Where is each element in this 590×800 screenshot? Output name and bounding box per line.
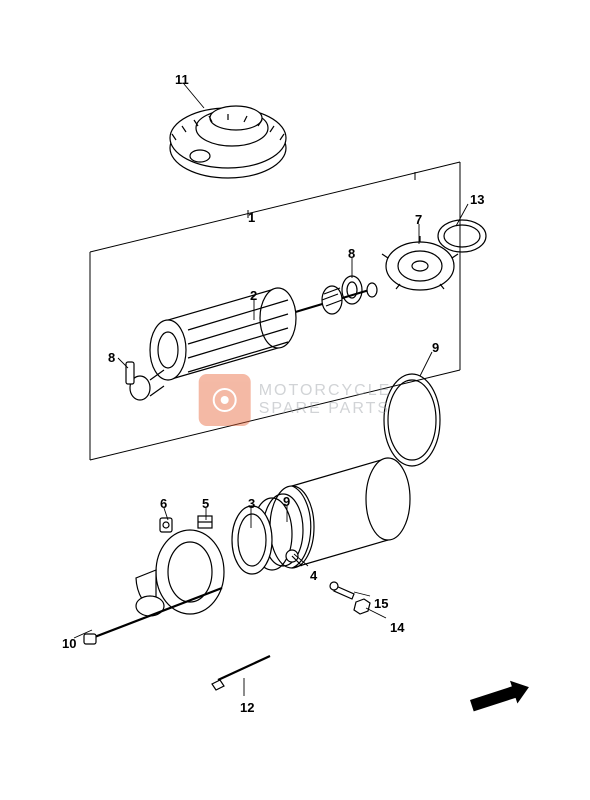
part-7 xyxy=(382,236,458,290)
callout-14: 14 xyxy=(390,620,404,635)
callout-10: 10 xyxy=(62,636,76,651)
callout-13: 13 xyxy=(470,192,484,207)
direction-arrow-icon xyxy=(468,676,532,717)
part-5 xyxy=(198,516,212,528)
callout-15: 15 xyxy=(374,596,388,611)
part-13 xyxy=(438,220,486,252)
part-15 xyxy=(330,582,354,599)
callout-3: 3 xyxy=(248,496,255,511)
part-6 xyxy=(160,518,172,532)
part-8-left xyxy=(126,362,134,384)
callout-5: 5 xyxy=(202,496,209,511)
part-9-right xyxy=(384,374,440,466)
part-4 xyxy=(286,550,302,566)
callout-12: 12 xyxy=(240,700,254,715)
callout-8b: 8 xyxy=(108,350,115,365)
part-14 xyxy=(354,599,370,614)
callout-9b: 9 xyxy=(432,340,439,355)
part-11 xyxy=(170,106,286,178)
callout-8: 8 xyxy=(348,246,355,261)
part-12 xyxy=(212,656,270,690)
part-8-right xyxy=(342,276,362,304)
callout-11: 11 xyxy=(175,72,189,87)
callout-6: 6 xyxy=(160,496,167,511)
part-3 xyxy=(232,506,272,574)
diagram-svg xyxy=(0,0,590,800)
callout-7: 7 xyxy=(415,212,422,227)
parts-diagram: 12345678899101112131415 MOTORCYCLE SPARE… xyxy=(0,0,590,800)
callout-2: 2 xyxy=(250,288,257,303)
callout-4: 4 xyxy=(310,568,317,583)
callout-1: 1 xyxy=(248,210,255,225)
callout-9: 9 xyxy=(283,494,290,509)
